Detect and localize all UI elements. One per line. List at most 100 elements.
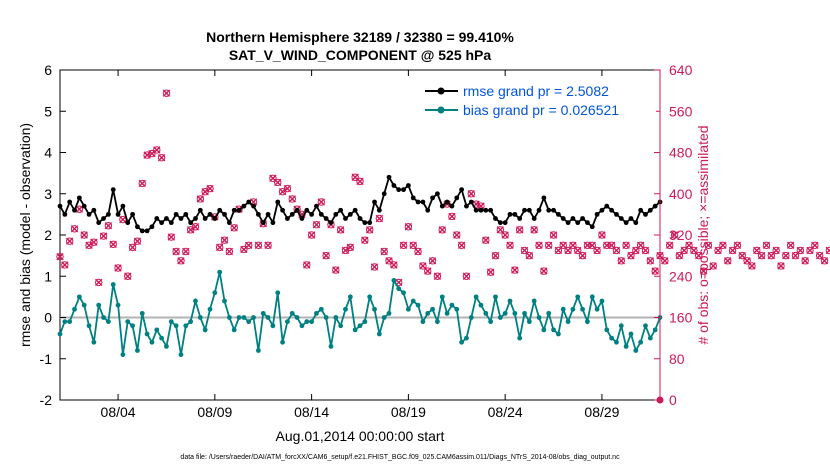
rmse-point — [565, 220, 571, 226]
rmse-point — [647, 207, 653, 213]
bias-series-layer — [57, 269, 663, 358]
obs-count-marker — [786, 241, 795, 250]
bias-point — [309, 319, 315, 325]
rmse-point — [222, 211, 227, 217]
obs-assimilated-cross — [172, 247, 180, 256]
obs-assimilated-cross — [622, 241, 630, 250]
obs-possible-circle — [336, 226, 345, 234]
obs-count-marker — [453, 231, 461, 239]
obs-assimilated-cross — [215, 243, 224, 252]
obs-count-marker — [670, 231, 679, 239]
bias-point — [202, 327, 208, 333]
rmse-point — [105, 211, 111, 217]
bias-point — [589, 294, 595, 300]
obs-possible-circle — [215, 243, 224, 252]
bias-point — [376, 331, 382, 337]
bias-point — [246, 319, 252, 325]
obs-count-marker — [303, 261, 311, 269]
obs-count-marker — [312, 220, 321, 229]
rmse-point — [362, 220, 368, 226]
obs-possible-circle — [148, 149, 156, 158]
obs-possible-circle — [90, 238, 98, 246]
bias-point — [396, 286, 402, 292]
rmse-point — [435, 191, 440, 197]
bias-point — [405, 306, 411, 312]
bias-point — [357, 323, 363, 329]
obs-count-marker — [545, 241, 553, 250]
obs-count-marker — [399, 241, 408, 250]
obs-count-marker — [95, 278, 103, 287]
bias-point — [57, 331, 63, 337]
obs-possible-circle — [138, 179, 146, 188]
obs-assimilated-cross — [646, 257, 655, 265]
obs-count-marker — [274, 178, 282, 187]
rmse-point — [236, 207, 242, 213]
rmse-point — [604, 203, 610, 209]
obs-count-marker — [578, 251, 587, 260]
rmse-point — [314, 203, 319, 209]
bias-point — [188, 319, 194, 325]
obs-possible-circle — [307, 231, 316, 239]
obs-assimilated-cross — [283, 184, 292, 193]
obs-possible-circle — [274, 178, 282, 187]
rmse-point — [478, 207, 484, 213]
bias-point — [120, 352, 126, 358]
obs-assimilated-cross — [399, 241, 408, 250]
obs-possible-circle — [511, 266, 519, 274]
obs-assimilated-cross — [124, 272, 132, 280]
obs-assimilated-cross — [709, 262, 717, 270]
obs-assimilated-cross — [312, 220, 321, 229]
obs-assimilated-cross — [801, 257, 809, 265]
bias-point — [381, 315, 387, 320]
obs-possible-circle — [762, 241, 771, 250]
obs-count-layer — [56, 89, 830, 404]
obs-count-marker — [138, 179, 146, 188]
obs-possible-circle — [486, 268, 495, 276]
obs-possible-circle — [661, 257, 669, 265]
obs-possible-circle — [704, 241, 713, 250]
rmse-point — [86, 211, 92, 217]
rmse-point — [589, 224, 595, 230]
data-file-footer: data file: /Users/raeder/DAI/ATM_forcXX/… — [180, 454, 620, 461]
obs-possible-circle — [390, 261, 398, 269]
obs-assimilated-cross — [409, 241, 417, 250]
obs-assimilated-cross — [757, 251, 766, 260]
rmse-point — [323, 216, 329, 221]
obs-count-marker — [390, 261, 398, 269]
obs-assimilated-cross — [75, 205, 84, 213]
obs-assimilated-cross — [370, 263, 379, 271]
obs-count-marker — [651, 267, 659, 275]
rmse-point — [609, 207, 615, 213]
obs-count-marker — [375, 214, 384, 223]
obs-count-marker — [757, 251, 766, 260]
obs-possible-circle — [782, 251, 790, 260]
obs-assimilated-cross — [390, 261, 398, 269]
obs-possible-circle — [748, 262, 756, 270]
obs-assimilated-cross — [104, 222, 113, 230]
y-right-tick-label: 320 — [669, 227, 693, 243]
bias-point — [115, 302, 121, 308]
obs-count-marker — [825, 246, 830, 255]
obs-assimilated-cross — [254, 241, 263, 250]
obs-possible-circle — [317, 198, 325, 206]
obs-count-marker — [501, 231, 509, 239]
chart-title: Northern Hemisphere 32189 / 32380 = 99.4… — [206, 29, 514, 45]
bias-point — [62, 319, 68, 325]
obs-assimilated-cross — [264, 241, 272, 250]
obs-possible-circle — [288, 195, 296, 203]
obs-possible-circle — [506, 241, 514, 250]
obs-count-marker — [104, 222, 113, 230]
bias-point — [575, 294, 581, 300]
bias-point — [236, 315, 242, 320]
bias-point — [91, 339, 97, 345]
y-right-tick-label: 240 — [669, 268, 693, 284]
obs-assimilated-cross — [428, 257, 437, 265]
obs-possible-circle — [365, 226, 374, 234]
rmse-point — [560, 216, 566, 221]
obs-possible-circle — [109, 240, 117, 248]
obs-count-marker — [520, 246, 529, 255]
y-right-tick-label: 640 — [669, 62, 693, 78]
rmse-point — [464, 203, 469, 209]
obs-possible-circle — [283, 184, 292, 193]
obs-possible-circle — [448, 212, 456, 221]
